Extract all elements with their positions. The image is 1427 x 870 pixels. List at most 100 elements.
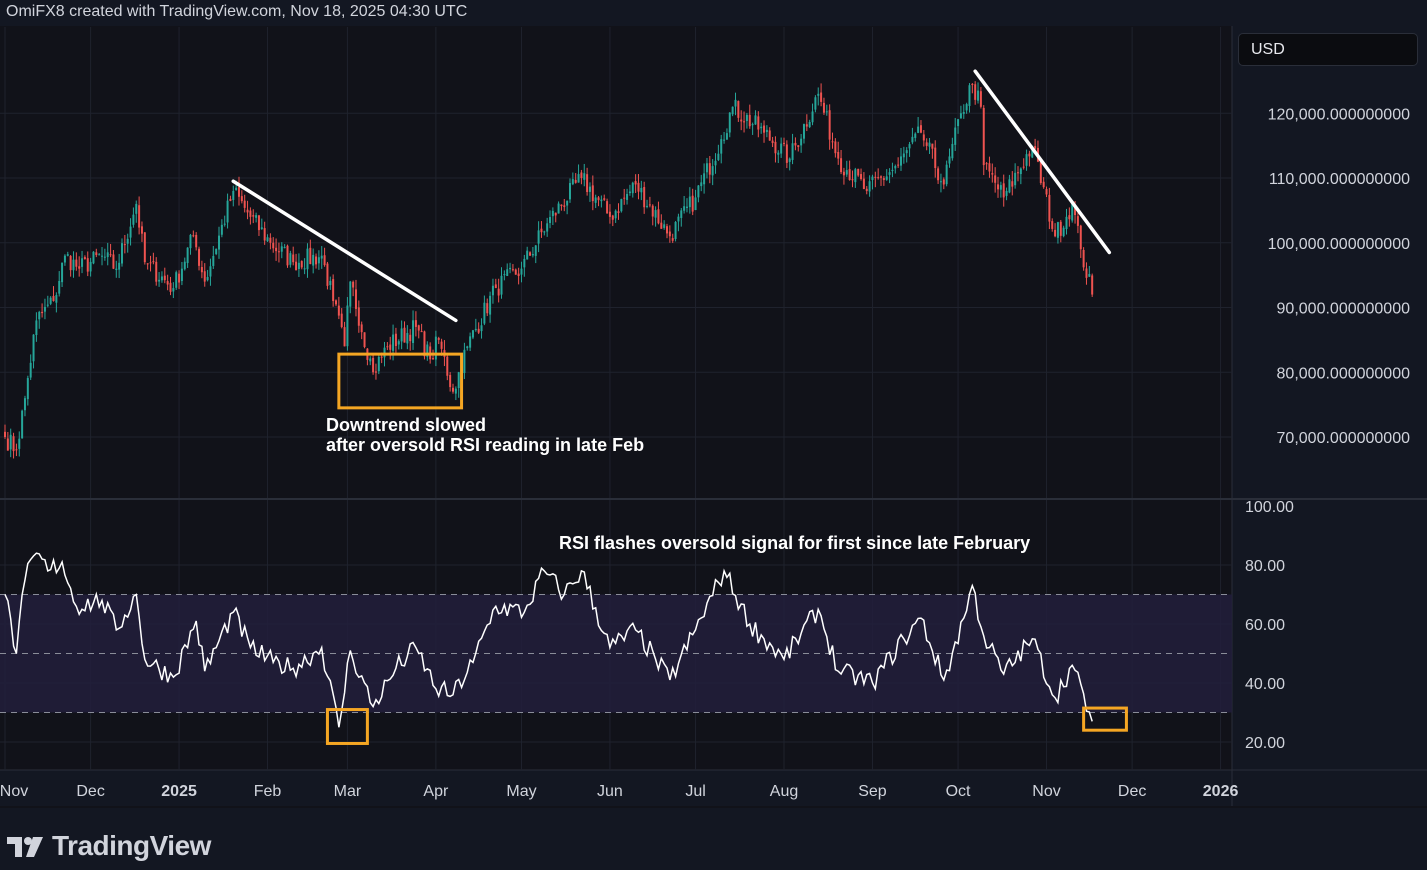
candle-body (999, 185, 1002, 190)
candle-body (457, 372, 460, 389)
candle-body (1031, 145, 1034, 158)
x-tick-label: Oct (946, 783, 971, 800)
candle-body (534, 245, 537, 256)
candle-body (1042, 181, 1045, 188)
candle-body (140, 226, 143, 234)
candle-body (919, 125, 922, 133)
candle-body (771, 140, 774, 144)
candle-body (874, 176, 877, 178)
trendline (231, 179, 458, 323)
x-tick-label: Dec (1118, 783, 1146, 800)
candle-body (215, 248, 218, 255)
candle-body (320, 255, 323, 259)
candle-body (449, 375, 452, 388)
x-tick-label: Nov (0, 783, 28, 800)
candle-body (383, 347, 386, 358)
candle-body (352, 281, 355, 288)
candle-body (494, 284, 497, 289)
candle-body (6, 438, 9, 451)
candle-body (101, 255, 104, 257)
candle-body (822, 102, 825, 113)
candle-body (871, 176, 874, 181)
candle-body (155, 261, 158, 282)
candle-body (657, 209, 660, 224)
candle-body (360, 324, 363, 333)
candle-body (229, 198, 232, 201)
candle-body (865, 188, 868, 191)
candle-body (780, 143, 783, 154)
highlight-box (1082, 706, 1128, 732)
candle-body (583, 173, 586, 180)
currency-selector-button[interactable]: USD (1238, 33, 1418, 66)
tradingview-logo[interactable]: TradingView (6, 830, 211, 862)
candle-body (939, 181, 942, 183)
x-tick-label: Nov (1032, 783, 1060, 800)
candle-body (406, 332, 409, 344)
candle-body (109, 254, 112, 256)
candle-body (917, 126, 920, 133)
axes-layer: Nov Dec 2025 Feb Mar Apr May Jun Jul Aug Sep Oct Nov… (0, 106, 1410, 800)
highlight-box (325, 708, 369, 745)
candle-body (820, 92, 823, 102)
candle-body (734, 99, 737, 107)
candle-body (312, 254, 315, 266)
candle-body (417, 325, 420, 331)
candle-body (471, 330, 474, 338)
candle-body (1005, 190, 1008, 196)
candle-body (802, 124, 805, 139)
candle-body (95, 252, 98, 256)
candle-body (811, 111, 814, 123)
annotation-text: after oversold RSI reading in late Feb (326, 435, 644, 455)
candle-body (58, 280, 61, 294)
candle-body (603, 198, 606, 200)
candle-body (982, 107, 985, 166)
price-tick-label: 100,000.000000000 (1268, 236, 1410, 253)
candle-body (882, 178, 885, 180)
candle-body (66, 254, 69, 256)
candle-body (369, 358, 372, 362)
candle-body (386, 346, 389, 348)
candle-body (272, 242, 275, 249)
candle-body (608, 211, 611, 217)
candle-body (908, 144, 911, 149)
candle-body (103, 256, 106, 258)
candle-body (112, 254, 115, 269)
candle-body (728, 112, 731, 133)
candle-body (1016, 172, 1019, 174)
candle-body (654, 210, 657, 218)
candle-body (517, 273, 520, 277)
candle-body (785, 144, 788, 163)
candle-body (705, 163, 708, 173)
candle-body (577, 174, 580, 183)
candle-body (72, 259, 75, 271)
candle-body (1059, 221, 1062, 236)
candle-body (540, 228, 543, 233)
candle-body (957, 119, 960, 127)
candle-body (189, 234, 192, 249)
candle-body (180, 268, 183, 282)
candle-body (720, 139, 723, 154)
candle-body (106, 252, 109, 258)
candle-body (568, 183, 571, 200)
candle-body (817, 93, 820, 96)
candle-body (1028, 153, 1031, 157)
candle-body (560, 204, 563, 207)
candle-body (794, 142, 797, 146)
x-tick-label: 2026 (1203, 783, 1239, 800)
candle-body (277, 251, 280, 253)
candle-body (931, 143, 934, 149)
candle-body (737, 101, 740, 118)
candle-body (309, 247, 312, 265)
candle-body (549, 217, 552, 223)
candle-body (1085, 268, 1088, 278)
x-tick-label: Jul (685, 783, 705, 800)
price-tick-label: 70,000.000000000 (1277, 430, 1411, 447)
candle-body (41, 311, 44, 314)
candle-body (266, 237, 269, 242)
candle-body (357, 307, 360, 326)
candle-body (574, 179, 577, 183)
candle-body (178, 273, 181, 283)
x-tick-label: Mar (334, 783, 362, 800)
candle-body (1074, 205, 1077, 216)
